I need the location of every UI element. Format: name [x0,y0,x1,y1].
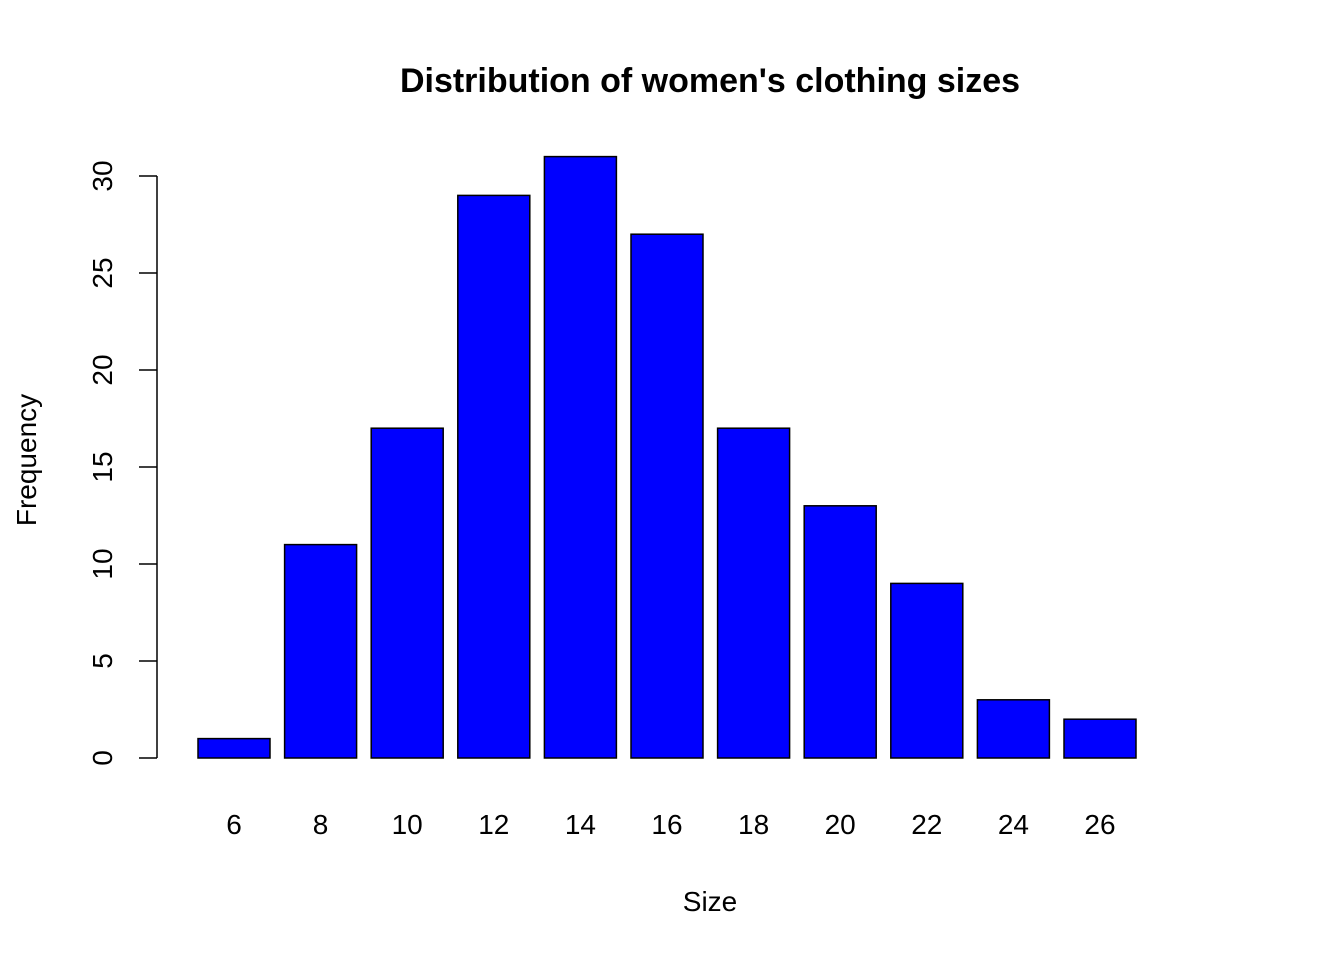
x-tick-label: 8 [313,809,329,840]
x-tick-label: 18 [738,809,769,840]
x-tick-label: 6 [226,809,242,840]
bar-size-8 [283,543,358,759]
y-tick-label: 10 [87,548,118,579]
x-tick-label: 26 [1084,809,1115,840]
chart-title: Distribution of women's clothing sizes [400,62,1020,100]
x-tick-label: 14 [565,809,596,840]
x-tick-label: 22 [911,809,942,840]
x-tick-label: 24 [998,809,1029,840]
x-axis-label: Size [683,886,737,917]
bar-size-12 [457,194,531,759]
x-tick-labels: 6 8 10 12 14 16 18 20 22 24 26 [226,809,1115,840]
bar-size-14 [543,155,618,759]
bar-size-26 [1063,718,1137,759]
bar-size-16 [630,233,704,759]
y-tick-label: 20 [87,354,118,385]
y-tick-label: 30 [87,160,118,191]
y-tick-label: 5 [87,653,118,669]
y-axis-label: Frequency [11,394,42,526]
bar-size-22 [890,582,964,759]
y-tick-label: 25 [87,257,118,288]
y-axis: 0 5 10 15 20 25 30 [87,160,158,766]
x-tick-label: 16 [651,809,682,840]
y-tick-label: 15 [87,451,118,482]
x-tick-label: 10 [392,809,423,840]
bar-size-20 [803,505,877,759]
bar-size-24 [976,699,1051,759]
x-tick-label: 12 [478,809,509,840]
bars [197,155,1137,759]
bar-size-10 [370,427,444,759]
x-tick-label: 20 [825,809,856,840]
bar-size-6 [197,737,271,759]
bar-size-18 [716,427,791,759]
y-tick-label: 0 [87,750,118,766]
